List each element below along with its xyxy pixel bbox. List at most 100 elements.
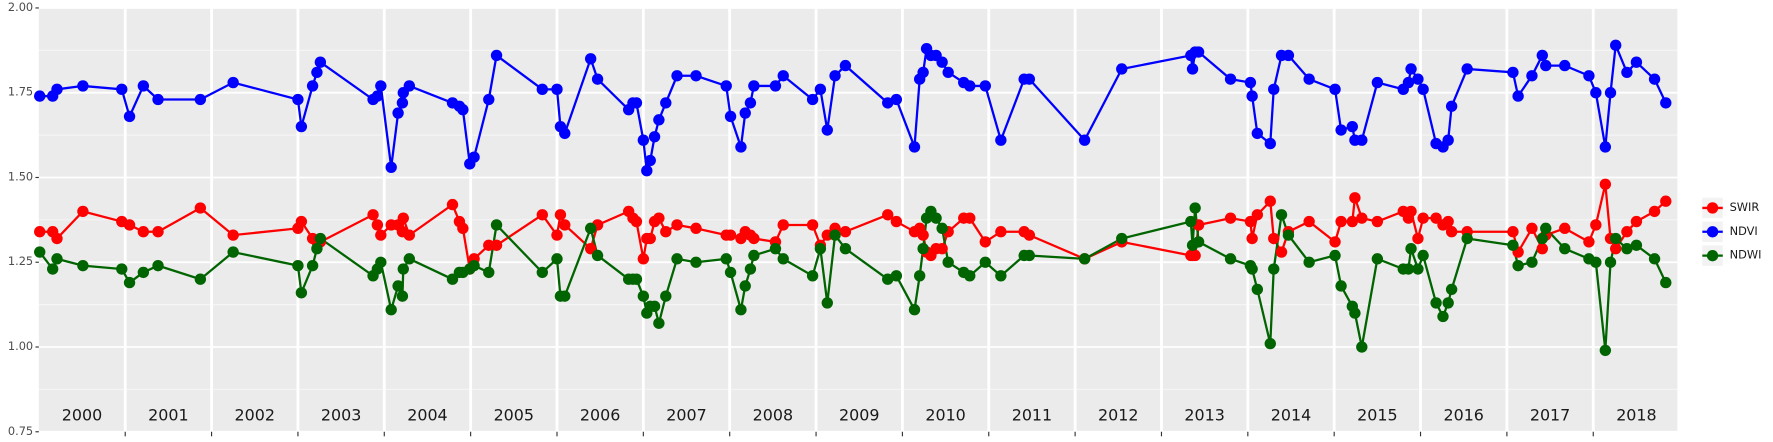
- year-label: 2005: [494, 405, 534, 424]
- data-point: [936, 222, 948, 235]
- data-point: [1559, 222, 1571, 235]
- data-point: [536, 83, 548, 96]
- data-point: [1507, 239, 1519, 251]
- data-point: [385, 304, 397, 316]
- data-point: [777, 253, 789, 265]
- data-point: [1251, 283, 1264, 296]
- data-point: [1246, 263, 1258, 275]
- data-point: [1590, 256, 1602, 268]
- data-point: [306, 259, 319, 272]
- data-point: [671, 219, 683, 231]
- data-point: [748, 80, 760, 92]
- data-point: [1329, 83, 1341, 96]
- data-point: [671, 253, 683, 265]
- data-point: [964, 212, 976, 224]
- data-point: [490, 219, 503, 231]
- data-point: [1346, 215, 1358, 228]
- data-point: [46, 263, 59, 275]
- data-point: [483, 239, 495, 251]
- data-point: [392, 107, 404, 119]
- data-point: [1224, 73, 1237, 85]
- data-point: [908, 304, 921, 316]
- y-tick-label: 1.25: [8, 254, 33, 268]
- data-point: [630, 215, 643, 228]
- data-point: [1630, 56, 1643, 68]
- data-point: [1559, 59, 1571, 72]
- data-point: [882, 273, 894, 285]
- data-point: [375, 229, 387, 241]
- data-point: [295, 287, 308, 299]
- data-point: [1442, 215, 1454, 228]
- data-point: [1329, 249, 1341, 262]
- data-point: [1512, 259, 1524, 272]
- data-point: [1648, 73, 1661, 85]
- data-point: [468, 151, 480, 163]
- data-point: [660, 290, 672, 302]
- data-point: [821, 124, 833, 136]
- data-point: [51, 232, 63, 245]
- data-point: [1246, 90, 1258, 102]
- year-label: 2000: [62, 405, 102, 424]
- data-point: [1023, 249, 1036, 262]
- data-point: [584, 53, 597, 65]
- legend-marker: [1706, 249, 1719, 262]
- data-point: [1437, 310, 1449, 323]
- legend-marker: [1706, 226, 1719, 238]
- data-point: [1604, 256, 1617, 268]
- y-tick-label: 1.00: [8, 339, 33, 353]
- data-point: [1417, 249, 1429, 262]
- data-point: [457, 222, 469, 235]
- data-point: [1610, 243, 1622, 255]
- data-point: [490, 239, 503, 251]
- data-point: [1405, 243, 1417, 255]
- data-point: [314, 232, 327, 245]
- data-point: [468, 259, 480, 272]
- year-label: 2001: [148, 405, 188, 424]
- data-point: [777, 70, 789, 82]
- data-point: [1349, 307, 1361, 319]
- data-point: [227, 246, 239, 258]
- data-point: [769, 80, 782, 92]
- data-point: [1185, 215, 1197, 228]
- data-point: [660, 97, 672, 109]
- data-point: [51, 253, 63, 265]
- data-point: [777, 219, 789, 231]
- year-label: 2009: [839, 405, 879, 424]
- data-point: [446, 198, 459, 211]
- data-point: [137, 226, 150, 238]
- year-label: 2008: [753, 405, 793, 424]
- y-tick-label: 1.75: [8, 85, 33, 99]
- data-point: [1590, 219, 1602, 231]
- data-point: [936, 243, 948, 255]
- data-point: [641, 165, 653, 177]
- data-point: [536, 266, 548, 279]
- data-point: [769, 243, 782, 255]
- data-point: [839, 59, 852, 72]
- data-point: [1648, 253, 1661, 265]
- data-point: [1335, 215, 1347, 228]
- data-point: [1660, 195, 1672, 207]
- data-point: [1599, 141, 1612, 153]
- data-point: [1610, 39, 1622, 51]
- year-label: 2002: [235, 405, 275, 424]
- data-point: [295, 120, 308, 133]
- data-point: [591, 73, 604, 85]
- data-point: [1192, 46, 1205, 58]
- data-point: [653, 317, 665, 329]
- data-point: [1405, 205, 1417, 218]
- data-point: [551, 229, 563, 241]
- year-label: 2007: [666, 405, 706, 424]
- data-point: [194, 93, 207, 106]
- data-point: [1268, 232, 1280, 245]
- legend-label: NDVI: [1730, 224, 1758, 238]
- data-point: [457, 103, 469, 116]
- data-point: [1275, 209, 1288, 221]
- data-point: [660, 226, 672, 238]
- data-point: [1412, 73, 1424, 85]
- data-point: [584, 222, 597, 235]
- data-point: [1536, 49, 1548, 62]
- data-point: [637, 253, 650, 265]
- data-point: [735, 141, 747, 153]
- data-point: [1445, 283, 1458, 296]
